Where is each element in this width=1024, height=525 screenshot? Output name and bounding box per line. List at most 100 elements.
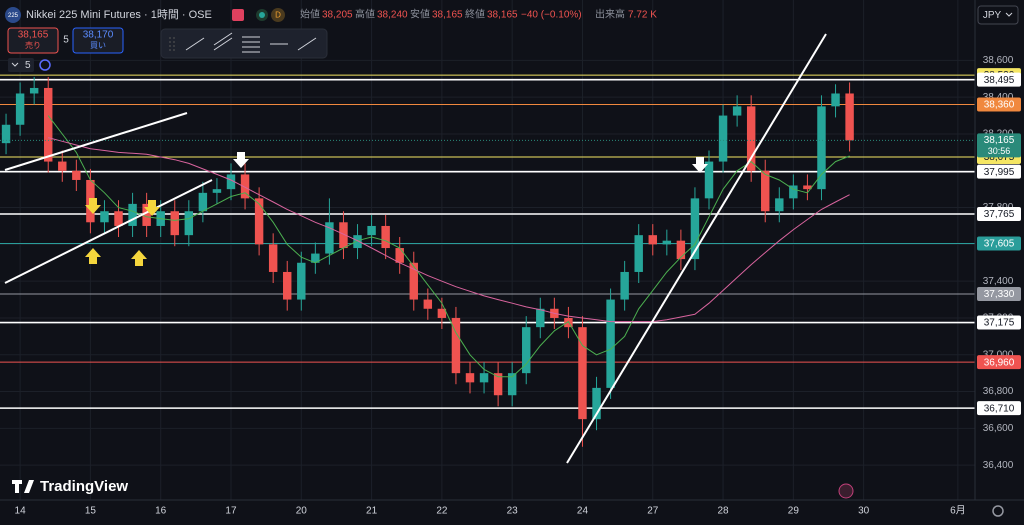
countdown: 30:56 (988, 146, 1011, 156)
candle-body (58, 161, 67, 171)
level-label: 38,360 (984, 100, 1015, 111)
sell-price: 38,165 (18, 30, 49, 41)
candle-body (507, 373, 517, 396)
currency-button[interactable] (977, 5, 1019, 25)
arrows (85, 152, 708, 266)
x-tick-label: 16 (155, 506, 167, 517)
candle-body (465, 373, 475, 383)
candle-body (72, 170, 81, 180)
x-tick-label: 15 (85, 506, 97, 517)
level-label-bg (977, 97, 1021, 112)
arrow-down (85, 198, 101, 214)
candle-body (254, 198, 264, 245)
quantity: 5 (63, 35, 69, 46)
candle-body (367, 225, 376, 236)
candle-body (732, 106, 742, 116)
change: −40 (−0.10%) (521, 10, 582, 21)
level-label: 37,175 (984, 318, 1015, 329)
candle-body (283, 271, 292, 300)
indicator-icon[interactable] (39, 59, 51, 71)
indicator-count: 5 (25, 60, 31, 71)
level-label-bg (977, 287, 1021, 302)
candle-body (128, 203, 137, 226)
candle-body (325, 222, 334, 254)
candle-body (479, 373, 489, 383)
x-tick-label: 28 (717, 506, 729, 517)
drawings (4, 33, 827, 464)
stat-value: 38,240 (377, 10, 408, 21)
sell-button[interactable] (7, 27, 59, 54)
moving-average (47, 115, 850, 378)
level-label-bg (977, 401, 1021, 416)
tool-trendline[interactable] (185, 37, 205, 51)
y-tick-label: 38,400 (983, 92, 1014, 103)
candle-body (620, 271, 629, 300)
buy-label: 買い (90, 41, 106, 50)
alert-icon[interactable] (232, 9, 244, 21)
axes: 36,40036,60036,80037,00037,20037,40037,6… (15, 55, 1021, 517)
candle-body (746, 106, 756, 171)
x-tick-label: 22 (436, 506, 448, 517)
logo-text: 225 (8, 13, 19, 19)
candle-body (676, 240, 686, 260)
level-label: 38,495 (984, 75, 1015, 86)
level-label-bg (977, 164, 1021, 179)
toolbar-bg (160, 28, 328, 59)
status-dot-inner (259, 12, 265, 18)
candle-body (15, 93, 25, 125)
candle-body (648, 235, 657, 245)
badge-text: D (275, 11, 281, 20)
candle-body (789, 185, 798, 199)
candle-body (817, 106, 826, 190)
y-tick-label: 37,400 (983, 276, 1014, 287)
y-tick-label: 36,400 (983, 460, 1014, 471)
candle-body (718, 115, 728, 162)
candle-body (44, 87, 53, 162)
candle-body (690, 198, 700, 260)
currency: JPY (983, 10, 1002, 21)
candle-body (212, 189, 222, 193)
header: 225 Nikkei 225 Mini Futures · 1時間 · OSE … (5, 5, 1019, 25)
arrow-up (131, 250, 147, 266)
brand-logo (12, 480, 34, 493)
trend-line (4, 112, 188, 171)
buy-button[interactable] (72, 27, 124, 54)
candle-body (1, 124, 11, 144)
candle-body (437, 308, 447, 318)
candle-body (536, 308, 545, 328)
settings-icon[interactable] (992, 505, 1004, 517)
indicator-toggle[interactable] (8, 58, 34, 72)
candle-body (339, 222, 348, 249)
brand-name: TradingView (40, 478, 128, 495)
plot-area (0, 0, 975, 500)
symbol-title: Nikkei 225 Mini Futures · 1時間 · OSE (26, 8, 212, 21)
stat-label: 始値 (300, 8, 320, 21)
candle-body (268, 244, 278, 272)
candle-body (297, 262, 306, 300)
x-tick-label: 24 (577, 506, 589, 517)
x-tick-label: 14 (15, 506, 27, 517)
candle-body (634, 235, 643, 272)
drawing-toolbar (160, 28, 328, 59)
brand: TradingView (12, 478, 128, 495)
y-tick-label: 38,600 (983, 55, 1014, 66)
tool-ray[interactable] (297, 37, 317, 51)
candle-body (381, 225, 390, 249)
y-tick-label: 37,000 (983, 349, 1014, 360)
arrow-down (692, 157, 708, 173)
y-tick-label: 36,600 (983, 423, 1014, 434)
level-label-bg (977, 315, 1021, 330)
event-icon[interactable] (838, 483, 854, 499)
volume: 7.72 K (628, 10, 657, 21)
candle-body (395, 248, 404, 263)
candle-body (803, 185, 812, 190)
arrow-down (233, 152, 249, 168)
tool-fib[interactable] (242, 36, 260, 53)
tool-channel[interactable] (213, 32, 233, 51)
candle-body (226, 174, 236, 190)
candle-body (409, 262, 418, 300)
buy-price: 38,170 (83, 30, 114, 41)
stat-value: 38,165 (432, 10, 463, 21)
candle-body (606, 299, 615, 388)
